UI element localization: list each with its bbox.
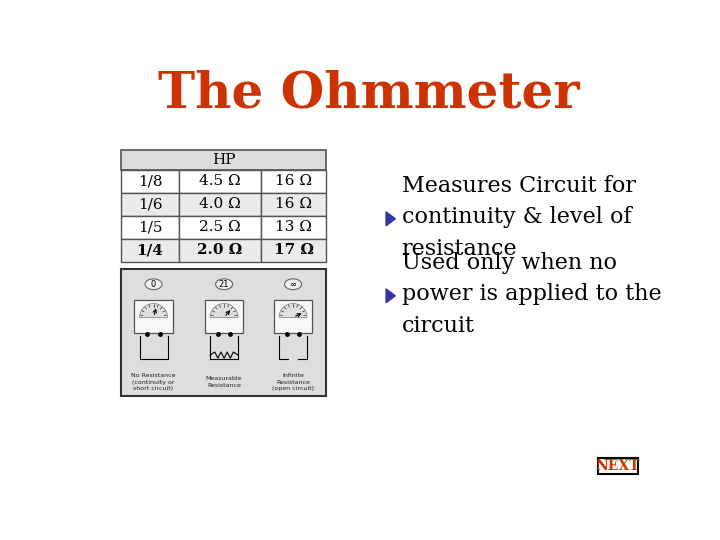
Ellipse shape [284, 279, 302, 289]
Text: Measurable
Resistance: Measurable Resistance [206, 376, 243, 388]
Text: NEXT: NEXT [595, 459, 640, 473]
Text: 0: 0 [151, 280, 156, 289]
Text: 21: 21 [219, 280, 230, 289]
Bar [121, 170, 179, 193]
Text: HP: HP [212, 152, 235, 166]
Wedge shape [279, 303, 307, 318]
Text: 1/5: 1/5 [138, 220, 162, 234]
Bar [179, 170, 261, 193]
Bar [179, 215, 261, 239]
Text: No Resistance
(continuity or
short circuit): No Resistance (continuity or short circu… [131, 373, 176, 391]
Bar [261, 170, 326, 193]
Bar [121, 193, 179, 215]
Bar [261, 193, 326, 215]
Text: 16 Ω: 16 Ω [275, 197, 312, 211]
Bar [121, 269, 326, 396]
Text: 17 Ω: 17 Ω [274, 244, 313, 258]
Bar [598, 457, 638, 475]
Text: 16 Ω: 16 Ω [275, 174, 312, 188]
Text: 1/6: 1/6 [138, 197, 163, 211]
Wedge shape [210, 303, 238, 318]
Text: Measures Circuit for
continuity & level of
resistance: Measures Circuit for continuity & level … [402, 175, 636, 260]
Text: ∞: ∞ [289, 280, 297, 289]
Text: Used only when no
power is applied to the
circuit: Used only when no power is applied to th… [402, 252, 661, 336]
Ellipse shape [145, 279, 162, 289]
Bar [134, 300, 173, 333]
Text: Infinite
Resistance
(open circuit): Infinite Resistance (open circuit) [272, 373, 314, 391]
Text: 1/8: 1/8 [138, 174, 162, 188]
Ellipse shape [215, 279, 233, 289]
Bar [179, 193, 261, 215]
Wedge shape [140, 303, 168, 318]
Bar [261, 239, 326, 262]
Bar [179, 239, 261, 262]
Text: 13 Ω: 13 Ω [275, 220, 312, 234]
Bar [121, 239, 179, 262]
Text: 4.5 Ω: 4.5 Ω [199, 174, 240, 188]
Text: The Ohmmeter: The Ohmmeter [158, 70, 580, 119]
Text: 2.5 Ω: 2.5 Ω [199, 220, 240, 234]
Bar [274, 300, 312, 333]
Text: 2.0 Ω: 2.0 Ω [197, 244, 243, 258]
Text: 1/4: 1/4 [137, 244, 163, 258]
Polygon shape [386, 212, 395, 226]
Bar [121, 215, 179, 239]
Bar [261, 215, 326, 239]
Polygon shape [386, 289, 395, 303]
Text: 4.0 Ω: 4.0 Ω [199, 197, 240, 211]
Bar [204, 300, 243, 333]
Bar [121, 150, 326, 170]
